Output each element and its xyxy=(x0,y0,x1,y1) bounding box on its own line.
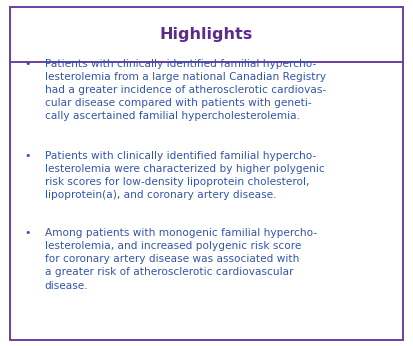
Text: Highlights: Highlights xyxy=(160,27,253,42)
Text: Patients with clinically identified familial hypercho-
lesterolemia were charact: Patients with clinically identified fami… xyxy=(45,151,324,200)
Text: •: • xyxy=(25,59,31,69)
Text: Among patients with monogenic familial hypercho-
lesterolemia, and increased pol: Among patients with monogenic familial h… xyxy=(45,228,317,291)
Text: •: • xyxy=(25,228,31,238)
FancyBboxPatch shape xyxy=(10,7,403,340)
Text: •: • xyxy=(25,151,31,161)
Text: Patients with clinically identified familial hypercho-
lesterolemia from a large: Patients with clinically identified fami… xyxy=(45,59,326,121)
